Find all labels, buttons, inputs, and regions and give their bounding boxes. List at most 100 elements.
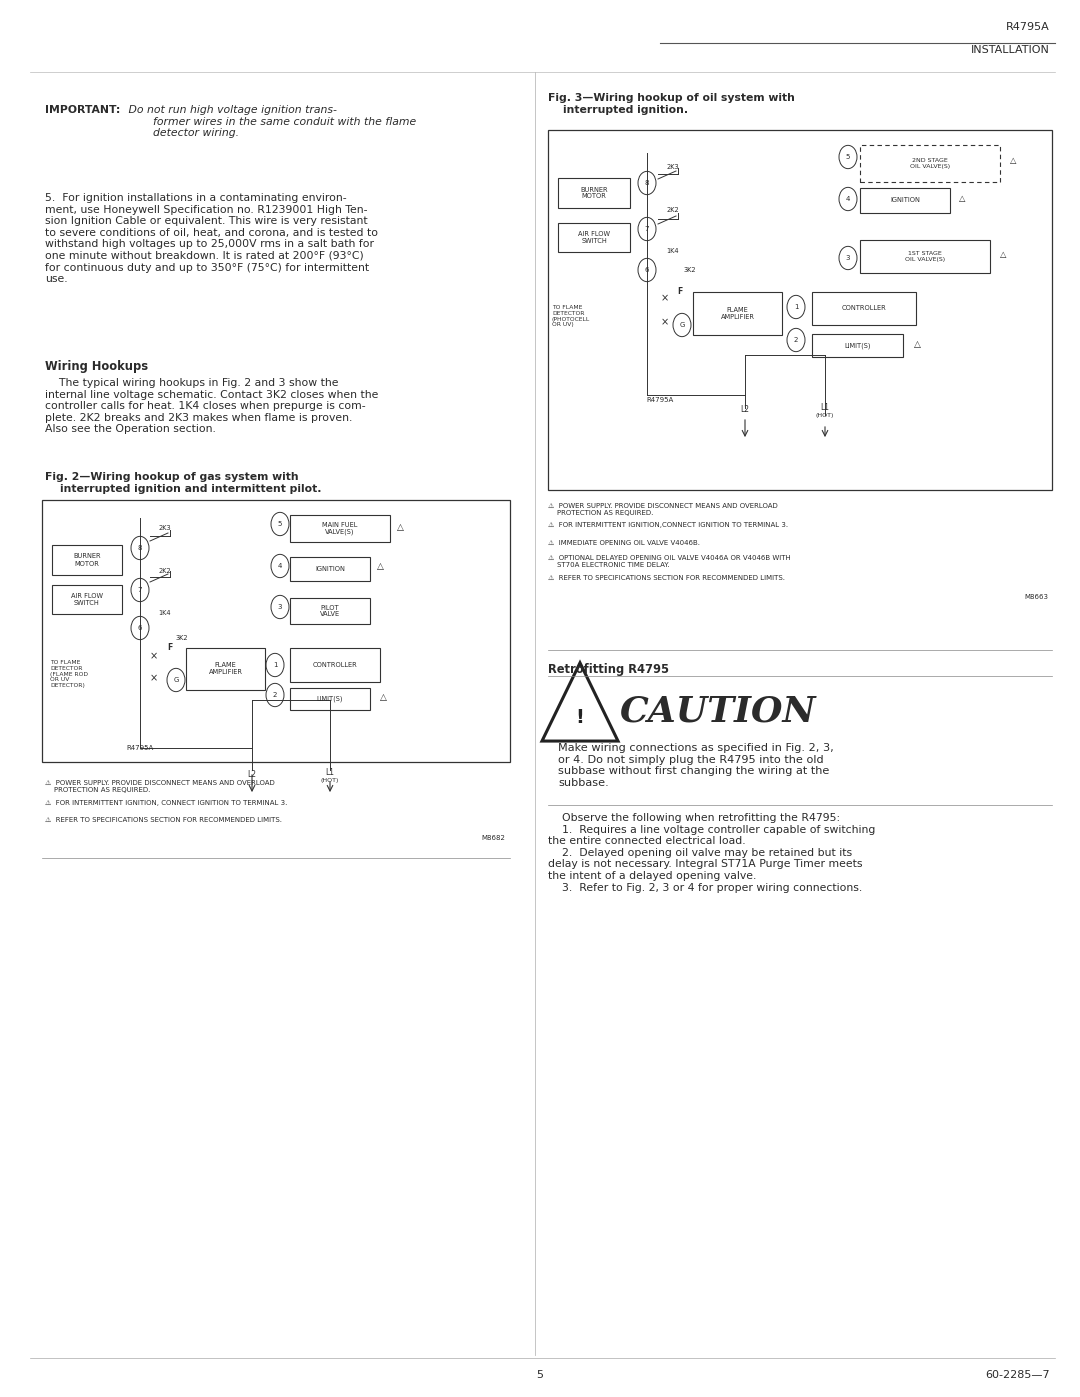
- Bar: [291, 687, 370, 710]
- Bar: [52, 585, 122, 615]
- Text: 6: 6: [645, 267, 649, 272]
- Text: Observe the following when retrofitting the R4795:
    1.  Requires a line volta: Observe the following when retrofitting …: [548, 813, 876, 893]
- Text: R4795A: R4795A: [646, 397, 674, 402]
- Text: 8: 8: [138, 545, 143, 550]
- Bar: [291, 557, 370, 581]
- Text: 2ND STAGE
OIL VALVE(S): 2ND STAGE OIL VALVE(S): [910, 158, 950, 169]
- Text: R4795A: R4795A: [126, 745, 153, 752]
- Text: Fig. 3—Wiring hookup of oil system with
    interrupted ignition.: Fig. 3—Wiring hookup of oil system with …: [548, 94, 795, 115]
- Text: L2: L2: [247, 770, 257, 780]
- Text: 1K4: 1K4: [666, 249, 679, 254]
- Text: G: G: [173, 678, 178, 683]
- Bar: [812, 334, 903, 358]
- Text: 2: 2: [273, 692, 278, 698]
- Text: ×: ×: [150, 673, 158, 683]
- Text: ⚠  REFER TO SPECIFICATIONS SECTION FOR RECOMMENDED LIMITS.: ⚠ REFER TO SPECIFICATIONS SECTION FOR RE…: [45, 817, 282, 823]
- Text: F: F: [167, 644, 173, 652]
- Text: L1: L1: [821, 402, 829, 412]
- Text: !: !: [576, 708, 584, 726]
- Text: 8: 8: [645, 180, 649, 186]
- Text: △: △: [396, 522, 404, 531]
- Text: INSTALLATION: INSTALLATION: [971, 45, 1050, 54]
- Bar: [558, 177, 630, 208]
- Text: 2K3: 2K3: [159, 525, 172, 531]
- Text: 3K2: 3K2: [176, 636, 188, 641]
- Text: Retrofitting R4795: Retrofitting R4795: [548, 664, 669, 676]
- Text: 5: 5: [537, 1370, 543, 1380]
- Text: ⚠  FOR INTERMITTENT IGNITION, CONNECT IGNITION TO TERMINAL 3.: ⚠ FOR INTERMITTENT IGNITION, CONNECT IGN…: [45, 800, 287, 806]
- Bar: [186, 648, 265, 690]
- Text: Wiring Hookups: Wiring Hookups: [45, 360, 148, 373]
- Text: △: △: [914, 339, 920, 348]
- Text: IGNITION: IGNITION: [890, 197, 920, 204]
- Bar: [860, 240, 990, 272]
- Text: M8682: M8682: [481, 835, 505, 841]
- Text: IGNITION: IGNITION: [315, 566, 345, 571]
- Text: △: △: [1010, 155, 1016, 165]
- Bar: [860, 189, 950, 212]
- Bar: [291, 515, 390, 542]
- Text: The typical wiring hookups in Fig. 2 and 3 show the
internal line voltage schema: The typical wiring hookups in Fig. 2 and…: [45, 379, 378, 434]
- Text: 3: 3: [278, 604, 282, 610]
- Text: 5.  For ignition installations in a contaminating environ-
ment, use Honeywell S: 5. For ignition installations in a conta…: [45, 193, 378, 284]
- Text: ×: ×: [661, 317, 670, 327]
- Text: G: G: [679, 321, 685, 328]
- Bar: [693, 292, 782, 335]
- Text: PILOT
VALVE: PILOT VALVE: [320, 605, 340, 617]
- Text: 2K2: 2K2: [666, 207, 679, 212]
- Text: △: △: [379, 693, 387, 703]
- Text: Make wiring connections as specified in Fig. 2, 3,
or 4. Do not simply plug the : Make wiring connections as specified in …: [558, 743, 834, 788]
- Text: TO FLAME
DETECTOR
(FLAME ROD
OR UV
DETECTOR): TO FLAME DETECTOR (FLAME ROD OR UV DETEC…: [50, 659, 87, 689]
- Text: ⚠  POWER SUPPLY. PROVIDE DISCONNECT MEANS AND OVERLOAD
    PROTECTION AS REQUIRE: ⚠ POWER SUPPLY. PROVIDE DISCONNECT MEANS…: [548, 503, 778, 515]
- Text: 4: 4: [278, 563, 282, 569]
- Text: LIMIT(S): LIMIT(S): [316, 696, 343, 703]
- Text: (HOT): (HOT): [815, 414, 834, 418]
- Text: Do not run high voltage ignition trans-
        former wires in the same conduit: Do not run high voltage ignition trans- …: [125, 105, 416, 138]
- Text: BURNER
MOTOR: BURNER MOTOR: [73, 553, 100, 567]
- Text: 2: 2: [794, 337, 798, 344]
- Bar: [558, 224, 630, 251]
- Bar: [548, 130, 1052, 490]
- Text: 5: 5: [846, 154, 850, 161]
- Text: 7: 7: [645, 226, 649, 232]
- Text: F: F: [677, 288, 683, 296]
- Bar: [291, 648, 380, 682]
- Text: CONTROLLER: CONTROLLER: [841, 306, 887, 312]
- Text: M8663: M8663: [1024, 594, 1048, 599]
- Text: △: △: [1000, 250, 1007, 260]
- Text: CAUTION: CAUTION: [620, 694, 816, 729]
- Text: L1: L1: [325, 768, 335, 777]
- Text: MAIN FUEL
VALVE(S): MAIN FUEL VALVE(S): [322, 521, 357, 535]
- Text: 1K4: 1K4: [159, 610, 172, 616]
- Text: ⚠  REFER TO SPECIFICATIONS SECTION FOR RECOMMENDED LIMITS.: ⚠ REFER TO SPECIFICATIONS SECTION FOR RE…: [548, 576, 785, 581]
- Text: AIR FLOW
SWITCH: AIR FLOW SWITCH: [71, 592, 103, 606]
- Bar: [291, 598, 370, 624]
- Text: 60-2285—7: 60-2285—7: [985, 1370, 1050, 1380]
- Text: CONTROLLER: CONTROLLER: [312, 662, 357, 668]
- Text: ⚠  POWER SUPPLY. PROVIDE DISCONNECT MEANS AND OVERLOAD
    PROTECTION AS REQUIRE: ⚠ POWER SUPPLY. PROVIDE DISCONNECT MEANS…: [45, 780, 274, 793]
- Text: 4: 4: [846, 196, 850, 203]
- Text: 3K2: 3K2: [684, 267, 697, 272]
- Text: ⚠  OPTIONAL DELAYED OPENING OIL VALVE V4046A OR V4046B WITH
    ST70A ELECTRONIC: ⚠ OPTIONAL DELAYED OPENING OIL VALVE V40…: [548, 555, 791, 569]
- Text: R4795A: R4795A: [1007, 22, 1050, 32]
- Text: 3: 3: [846, 256, 850, 261]
- Text: IMPORTANT:: IMPORTANT:: [45, 105, 120, 115]
- Text: ×: ×: [661, 293, 670, 303]
- Text: BURNER
MOTOR: BURNER MOTOR: [580, 187, 608, 200]
- Bar: [860, 145, 1000, 182]
- Text: Fig. 2—Wiring hookup of gas system with
    interrupted ignition and intermitten: Fig. 2—Wiring hookup of gas system with …: [45, 472, 322, 493]
- Text: AIR FLOW
SWITCH: AIR FLOW SWITCH: [578, 231, 610, 244]
- Text: FLAME
AMPLIFIER: FLAME AMPLIFIER: [208, 662, 243, 676]
- Text: 6: 6: [138, 624, 143, 631]
- Text: ⚠  FOR INTERMITTENT IGNITION,CONNECT IGNITION TO TERMINAL 3.: ⚠ FOR INTERMITTENT IGNITION,CONNECT IGNI…: [548, 522, 788, 528]
- Text: ×: ×: [150, 651, 158, 661]
- Text: (HOT): (HOT): [321, 778, 339, 782]
- Text: FLAME
AMPLIFIER: FLAME AMPLIFIER: [720, 307, 755, 320]
- Text: 7: 7: [138, 587, 143, 592]
- Text: △: △: [959, 194, 966, 204]
- Bar: [42, 500, 510, 761]
- Text: L2: L2: [741, 405, 750, 414]
- Text: ⚠  IMMEDIATE OPENING OIL VALVE V4046B.: ⚠ IMMEDIATE OPENING OIL VALVE V4046B.: [548, 541, 700, 546]
- Text: 1ST STAGE
OIL VALVE(S): 1ST STAGE OIL VALVE(S): [905, 251, 945, 261]
- Bar: [52, 545, 122, 576]
